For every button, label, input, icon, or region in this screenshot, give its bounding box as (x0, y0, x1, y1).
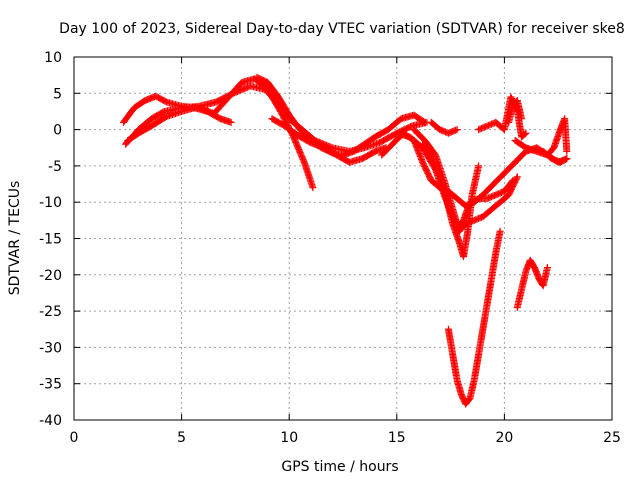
data-point (513, 174, 521, 182)
data-series (119, 75, 317, 192)
data-series (511, 115, 571, 159)
data-point (453, 126, 461, 134)
data-series (419, 140, 483, 261)
data-series (268, 115, 390, 166)
data-point (543, 264, 551, 272)
y-tick-label: -10 (39, 195, 62, 211)
x-tick-label: 0 (70, 430, 79, 446)
x-tick-label: 10 (280, 430, 298, 446)
data-point (563, 155, 571, 163)
data-series (505, 97, 526, 126)
data-point (227, 118, 235, 126)
y-tick-label: -20 (39, 268, 62, 284)
y-tick-label: 5 (53, 86, 62, 102)
x-tick-label: 20 (495, 430, 513, 446)
data-points (119, 73, 571, 408)
data-series (444, 227, 504, 408)
x-tick-label: 5 (177, 430, 186, 446)
axis-ticks: 0 5 10 15 20 25 -40 -35 -30 -25 -20 -15 -10 -5 0 5 10 (39, 50, 621, 446)
data-point (452, 126, 460, 134)
data-series (427, 118, 461, 137)
x-axis-label: GPS time / hours (281, 459, 398, 475)
y-tick-label: -5 (48, 159, 62, 175)
data-point (521, 130, 529, 138)
data-point (475, 162, 483, 170)
x-tick-label: 25 (603, 430, 621, 446)
x-tick-label: 15 (388, 430, 406, 446)
y-axis-label: SDTVAR / TECUs (7, 181, 23, 296)
data-series (539, 147, 571, 166)
y-tick-label: -15 (39, 232, 62, 248)
y-tick-label: -30 (39, 340, 62, 356)
y-tick-label: 0 (53, 123, 62, 139)
data-point (496, 227, 504, 235)
data-point (513, 173, 521, 181)
data-series (124, 104, 235, 144)
y-tick-label: -40 (39, 413, 62, 429)
data-point (563, 147, 571, 155)
gridlines (74, 57, 612, 420)
data-point (421, 118, 429, 126)
data-point (562, 155, 570, 163)
y-tick-label: -25 (39, 304, 62, 320)
data-point (309, 184, 317, 192)
y-tick-label: -35 (39, 377, 62, 393)
data-series (513, 256, 551, 311)
chart-title: Day 100 of 2023, Sidereal Day-to-day VTE… (59, 21, 625, 37)
data-point (518, 115, 526, 123)
data-point (522, 129, 530, 137)
y-tick-label: 10 (44, 50, 62, 66)
data-point (420, 118, 428, 126)
